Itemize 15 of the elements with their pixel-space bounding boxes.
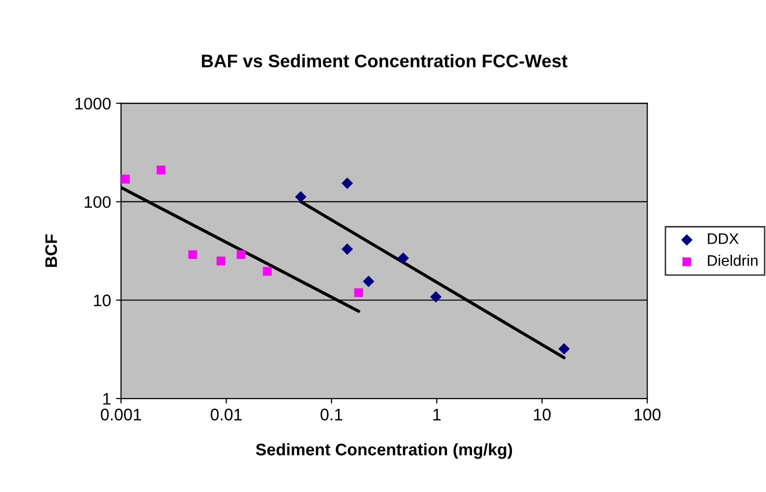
x-tick-label: 1 xyxy=(433,408,441,420)
y-tick-label: 1000 xyxy=(76,98,111,110)
y-axis-title: BCF xyxy=(45,234,58,267)
x-axis-title: Sediment Concentration (mg/kg) xyxy=(256,443,512,459)
legend-label: Dieldrin xyxy=(708,254,758,266)
x-tick-label: 0.01 xyxy=(210,408,242,420)
x-tick-label: 100 xyxy=(634,408,661,420)
chart-title: BAF vs Sediment Concentration FCC-West xyxy=(202,54,568,68)
x-tick-label: 10 xyxy=(534,408,551,420)
y-tick-label: 100 xyxy=(84,196,111,208)
legend-label: DDX xyxy=(708,233,739,244)
y-tick-label: 1 xyxy=(103,393,110,405)
x-tick-label: 0.001 xyxy=(100,408,142,420)
x-tick-label: 0.1 xyxy=(320,408,342,420)
y-tick-label: 10 xyxy=(94,294,111,306)
